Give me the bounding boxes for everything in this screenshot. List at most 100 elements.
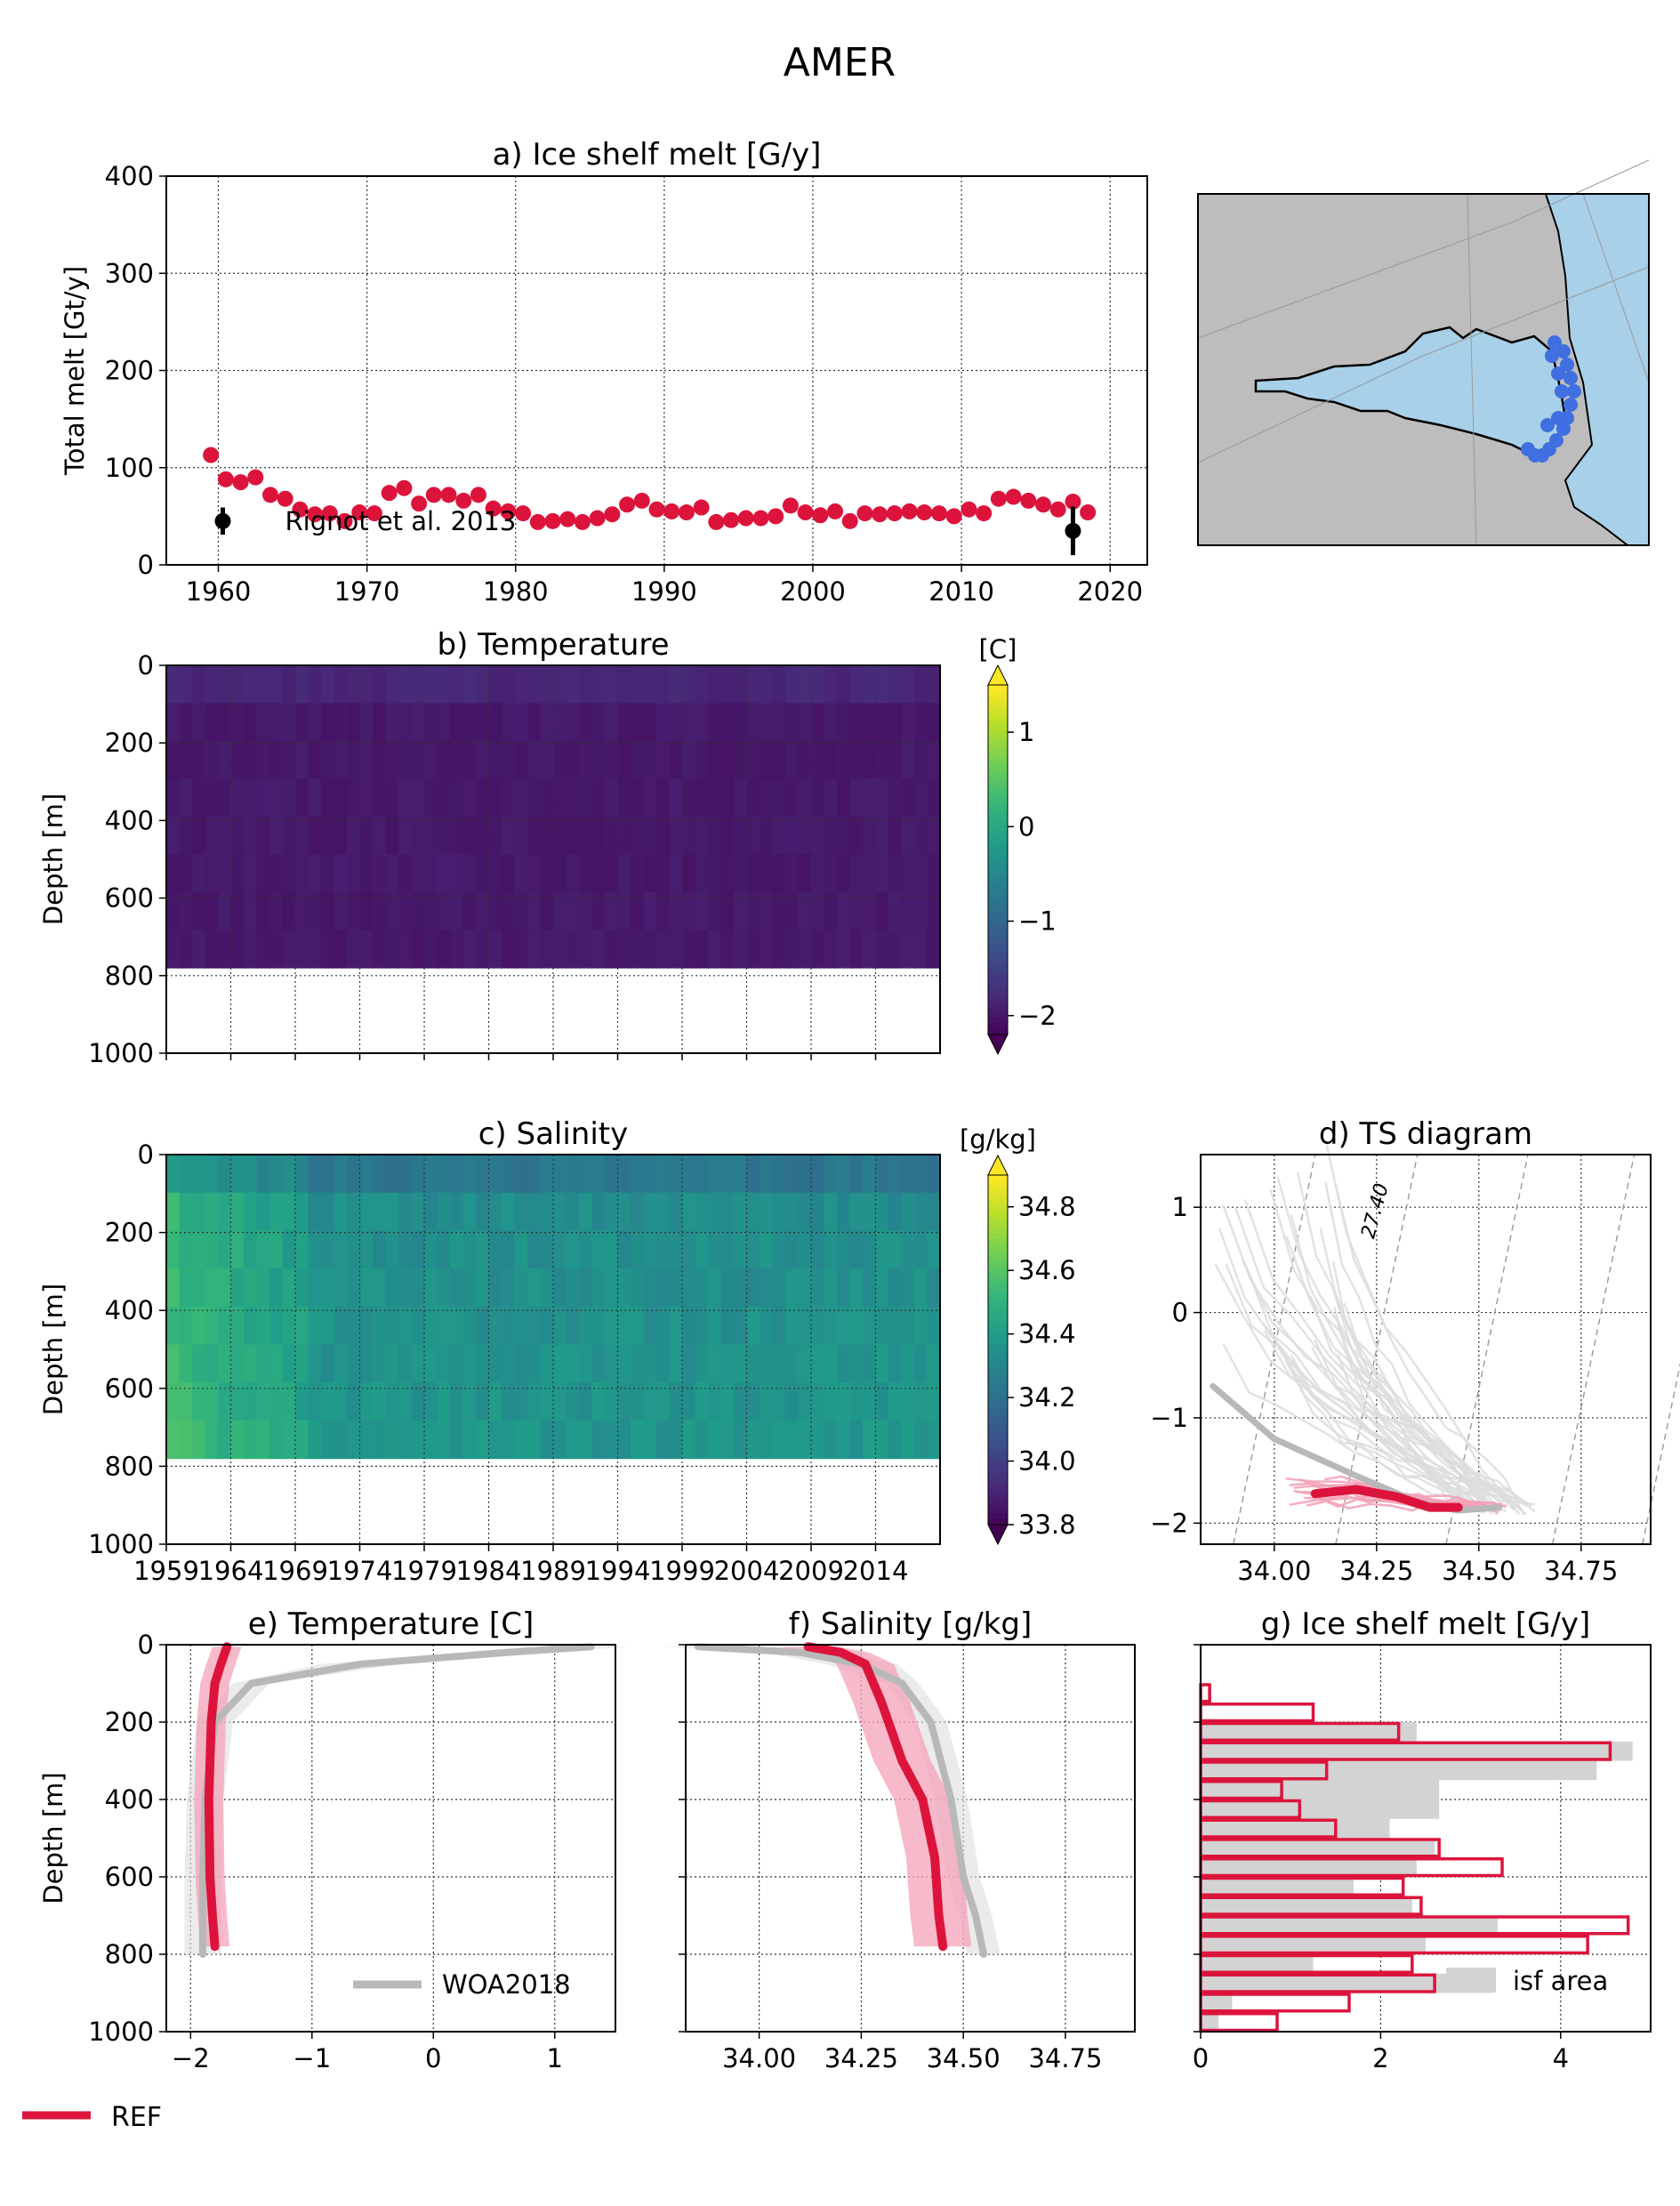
heatmap-cell: [256, 1230, 270, 1269]
heatmap-cell: [398, 930, 413, 969]
isf-area-bar: [1201, 1993, 1233, 2013]
x-tick-label: 1969: [262, 1556, 328, 1586]
heatmap-cell: [785, 1230, 800, 1269]
heatmap-cell: [591, 741, 606, 780]
heatmap-cell: [591, 892, 606, 931]
heatmap-cell: [695, 741, 709, 780]
ref-spread-band: [779, 1646, 972, 1947]
colorbar-segment: [988, 1175, 1008, 1182]
heatmap-cell: [230, 854, 245, 893]
heatmap-cell: [450, 1306, 464, 1346]
x-tick-label: 1974: [327, 1556, 393, 1586]
heatmap-cell: [643, 854, 657, 893]
heatmap-cell: [308, 817, 322, 856]
heatmap-cell: [695, 1230, 709, 1269]
heatmap-cell: [411, 817, 425, 856]
heatmap-cell: [605, 817, 619, 856]
colorbar-segment: [988, 1326, 1008, 1333]
heatmap-cell: [631, 665, 645, 704]
heatmap-cell: [373, 1230, 387, 1269]
heatmap-cell: [720, 1155, 735, 1194]
heatmap-cell: [192, 665, 206, 704]
map-graticule: [1197, 266, 1650, 463]
heatmap-cell: [321, 817, 335, 856]
heatmap-cell: [566, 854, 580, 893]
heatmap-cell: [734, 817, 748, 856]
heatmap-cell: [476, 1230, 490, 1269]
heatmap-cell: [772, 1155, 786, 1194]
heatmap-cell: [256, 1420, 270, 1460]
heatmap-cell: [591, 778, 606, 817]
heatmap-cell: [746, 1155, 760, 1194]
colorbar-segment: [988, 836, 1008, 843]
heatmap-cell: [230, 741, 245, 780]
isf-area-legend-label: isf area: [1513, 1966, 1608, 1996]
heatmap-cell: [476, 1306, 490, 1346]
heatmap-cell: [205, 930, 219, 969]
heatmap-cell: [875, 1192, 889, 1232]
colorbar-segment: [988, 1192, 1008, 1199]
colorbar-segment: [988, 894, 1008, 902]
colorbar-segment: [988, 801, 1008, 809]
heatmap-cell: [437, 741, 451, 780]
heatmap-cell: [617, 892, 631, 931]
heatmap-cell: [863, 892, 877, 931]
heatmap-cell: [502, 1268, 516, 1308]
heatmap-cell: [875, 665, 889, 704]
heatmap-cell: [631, 1230, 645, 1269]
heatmap-cell: [553, 665, 567, 704]
heatmap-cell: [166, 1382, 181, 1421]
heatmap-cell: [824, 1268, 838, 1308]
heatmap-cell: [437, 1192, 451, 1232]
heatmap-cell: [540, 1344, 554, 1383]
heatmap-cell: [772, 1420, 786, 1460]
heatmap-cell: [682, 1344, 696, 1383]
heatmap-cell: [734, 665, 748, 704]
heatmap-cell: [373, 930, 387, 969]
heatmap-cell: [798, 1382, 812, 1421]
heatmap-cell: [205, 703, 219, 742]
melt-point: [916, 504, 933, 521]
heatmap-cell: [347, 778, 361, 817]
heatmap-cell: [437, 665, 451, 704]
colorbar-segment: [988, 1489, 1008, 1497]
heatmap-cell: [605, 854, 619, 893]
colorbar-segment: [988, 1221, 1008, 1228]
heatmap-cell: [734, 1192, 748, 1232]
heatmap-cell: [746, 778, 760, 817]
heatmap-cell: [527, 892, 542, 931]
colorbar-segment: [988, 877, 1008, 884]
colorbar-segment: [988, 1256, 1008, 1264]
melt-point: [752, 510, 769, 527]
panel-title: c) Salinity: [478, 1116, 629, 1152]
colorbar-segment: [988, 1507, 1008, 1514]
heatmap-cell: [476, 817, 490, 856]
melt-point: [1005, 488, 1022, 505]
heatmap-cell: [282, 1382, 296, 1421]
heatmap-cell: [863, 1306, 877, 1346]
heatmap-cell: [566, 1268, 580, 1308]
isf-area-bar: [1201, 1741, 1633, 1761]
heatmap-cell: [334, 1268, 348, 1308]
heatmap-cell: [798, 1306, 812, 1346]
isopycnal-line: [1642, 1362, 1680, 1545]
heatmap-cell: [488, 892, 502, 931]
heatmap-cell: [462, 1268, 477, 1308]
heatmap-cell: [476, 778, 490, 817]
heatmap-cell: [179, 778, 193, 817]
heatmap-cell: [708, 892, 722, 931]
heatmap-cell: [269, 778, 284, 817]
heatmap-cell: [824, 1192, 838, 1232]
colorbar-segment: [988, 784, 1008, 791]
heatmap-cell: [888, 1420, 903, 1460]
heatmap-cell: [424, 1230, 438, 1269]
heatmap-cell: [347, 892, 361, 931]
heatmap-cell: [927, 741, 941, 780]
colorbar-segment: [988, 1187, 1008, 1194]
heatmap-cell: [385, 1306, 399, 1346]
heatmap-cell: [308, 854, 322, 893]
heatmap-cell: [230, 1268, 245, 1308]
heatmap-cell: [230, 1306, 245, 1346]
colorbar-segment: [988, 1437, 1008, 1445]
